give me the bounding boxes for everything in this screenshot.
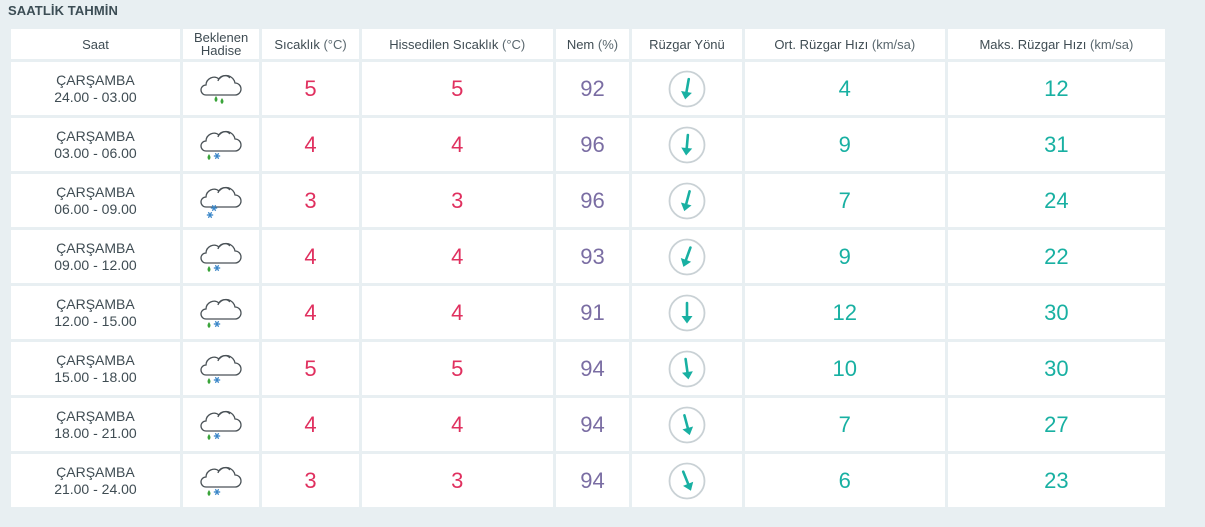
header-wind-direction: Rüzgar Yönü xyxy=(632,29,742,59)
time-cell: ÇARŞAMBA 03.00 - 06.00 xyxy=(11,118,180,171)
day-label: ÇARŞAMBA xyxy=(56,463,135,480)
temperature-value: 4 xyxy=(262,286,359,339)
wind-avg-value: 12 xyxy=(744,286,945,339)
time-cell: ÇARŞAMBA 09.00 - 12.00 xyxy=(11,230,180,283)
table-row: ÇARŞAMBA 24.00 - 03.00 5 5 92 4 12 xyxy=(11,62,1165,115)
header-wind-max: Maks. Rüzgar Hızı (km/sa) xyxy=(947,29,1165,59)
wind-direction-arrow-icon xyxy=(632,454,742,507)
humidity-value: 96 xyxy=(555,118,630,171)
temperature-value: 3 xyxy=(262,454,359,507)
table-row: ÇARŞAMBA 09.00 - 12.00 4 4 93 9 22 xyxy=(11,230,1165,283)
humidity-value: 96 xyxy=(555,174,630,227)
feels-like-value: 3 xyxy=(361,454,553,507)
cloud-sleet-icon xyxy=(182,454,260,507)
header-feels-like: Hissedilen Sıcaklık (°C) xyxy=(361,29,553,59)
temperature-value: 4 xyxy=(262,118,359,171)
humidity-value: 92 xyxy=(555,62,630,115)
wind-avg-value: 9 xyxy=(744,230,945,283)
feels-like-value: 4 xyxy=(361,118,553,171)
table-row: ÇARŞAMBA 18.00 - 21.00 4 4 94 7 27 xyxy=(11,398,1165,451)
humidity-value: 94 xyxy=(555,342,630,395)
day-label: ÇARŞAMBA xyxy=(56,127,135,144)
time-range: 24.00 - 03.00 xyxy=(54,88,137,105)
time-cell: ÇARŞAMBA 18.00 - 21.00 xyxy=(11,398,180,451)
cloud-sleet-icon xyxy=(182,118,260,171)
day-label: ÇARŞAMBA xyxy=(56,351,135,368)
time-range: 21.00 - 24.00 xyxy=(54,480,137,497)
time-cell: ÇARŞAMBA 21.00 - 24.00 xyxy=(11,454,180,507)
day-label: ÇARŞAMBA xyxy=(56,183,135,200)
wind-max-value: 12 xyxy=(947,62,1165,115)
feels-like-value: 4 xyxy=(361,398,553,451)
wind-direction-arrow-icon xyxy=(632,174,742,227)
temperature-value: 5 xyxy=(262,342,359,395)
cloud-rain-icon xyxy=(182,62,260,115)
header-wind-avg: Ort. Rüzgar Hızı (km/sa) xyxy=(744,29,945,59)
day-label: ÇARŞAMBA xyxy=(56,407,135,424)
table-header-row: Saat Beklenen Hadise Sıcaklık (°C) Hissed… xyxy=(11,29,1165,59)
wind-avg-value: 4 xyxy=(744,62,945,115)
humidity-value: 94 xyxy=(555,398,630,451)
feels-like-value: 5 xyxy=(361,342,553,395)
time-range: 18.00 - 21.00 xyxy=(54,424,137,441)
wind-direction-arrow-icon xyxy=(632,398,742,451)
day-label: ÇARŞAMBA xyxy=(56,71,135,88)
temperature-value: 5 xyxy=(262,62,359,115)
wind-direction-arrow-icon xyxy=(632,286,742,339)
cloud-sleet-icon xyxy=(182,398,260,451)
cloud-sleet-icon xyxy=(182,342,260,395)
wind-max-value: 22 xyxy=(947,230,1165,283)
time-range: 06.00 - 09.00 xyxy=(54,200,137,217)
wind-direction-arrow-icon xyxy=(632,62,742,115)
wind-max-value: 31 xyxy=(947,118,1165,171)
feels-like-value: 3 xyxy=(361,174,553,227)
wind-max-value: 27 xyxy=(947,398,1165,451)
day-label: ÇARŞAMBA xyxy=(56,295,135,312)
wind-max-value: 24 xyxy=(947,174,1165,227)
cloud-sleet-icon xyxy=(182,230,260,283)
wind-avg-value: 10 xyxy=(744,342,945,395)
feels-like-value: 4 xyxy=(361,286,553,339)
wind-direction-arrow-icon xyxy=(632,342,742,395)
cloud-snow-icon xyxy=(182,174,260,227)
wind-avg-value: 7 xyxy=(744,174,945,227)
time-range: 03.00 - 06.00 xyxy=(54,144,137,161)
table-row: ÇARŞAMBA 12.00 - 15.00 4 4 91 12 30 xyxy=(11,286,1165,339)
time-cell: ÇARŞAMBA 15.00 - 18.00 xyxy=(11,342,180,395)
temperature-value: 4 xyxy=(262,398,359,451)
wind-direction-arrow-icon xyxy=(632,118,742,171)
wind-max-value: 30 xyxy=(947,286,1165,339)
header-saat: Saat xyxy=(11,29,180,59)
table-row: ÇARŞAMBA 03.00 - 06.00 4 4 96 9 31 xyxy=(11,118,1165,171)
day-label: ÇARŞAMBA xyxy=(56,239,135,256)
wind-max-value: 23 xyxy=(947,454,1165,507)
table-row: ÇARŞAMBA 15.00 - 18.00 5 5 94 10 30 xyxy=(11,342,1165,395)
hourly-forecast-table: Saat Beklenen Hadise Sıcaklık (°C) Hissed… xyxy=(8,26,1168,510)
time-cell: ÇARŞAMBA 06.00 - 09.00 xyxy=(11,174,180,227)
temperature-value: 3 xyxy=(262,174,359,227)
humidity-value: 94 xyxy=(555,454,630,507)
wind-max-value: 30 xyxy=(947,342,1165,395)
table-row: ÇARŞAMBA 21.00 - 24.00 3 3 94 6 23 xyxy=(11,454,1165,507)
time-range: 15.00 - 18.00 xyxy=(54,368,137,385)
humidity-value: 91 xyxy=(555,286,630,339)
wind-avg-value: 7 xyxy=(744,398,945,451)
section-title: SAATLİK TAHMİN xyxy=(8,3,118,18)
header-temperature: Sıcaklık (°C) xyxy=(262,29,359,59)
header-humidity: Nem (%) xyxy=(555,29,630,59)
header-hadise: Beklenen Hadise xyxy=(182,29,260,59)
temperature-value: 4 xyxy=(262,230,359,283)
table-row: ÇARŞAMBA 06.00 - 09.00 3 3 96 7 24 xyxy=(11,174,1165,227)
feels-like-value: 5 xyxy=(361,62,553,115)
humidity-value: 93 xyxy=(555,230,630,283)
wind-avg-value: 6 xyxy=(744,454,945,507)
wind-avg-value: 9 xyxy=(744,118,945,171)
time-cell: ÇARŞAMBA 24.00 - 03.00 xyxy=(11,62,180,115)
feels-like-value: 4 xyxy=(361,230,553,283)
time-range: 12.00 - 15.00 xyxy=(54,312,137,329)
time-range: 09.00 - 12.00 xyxy=(54,256,137,273)
cloud-sleet-icon xyxy=(182,286,260,339)
time-cell: ÇARŞAMBA 12.00 - 15.00 xyxy=(11,286,180,339)
wind-direction-arrow-icon xyxy=(632,230,742,283)
